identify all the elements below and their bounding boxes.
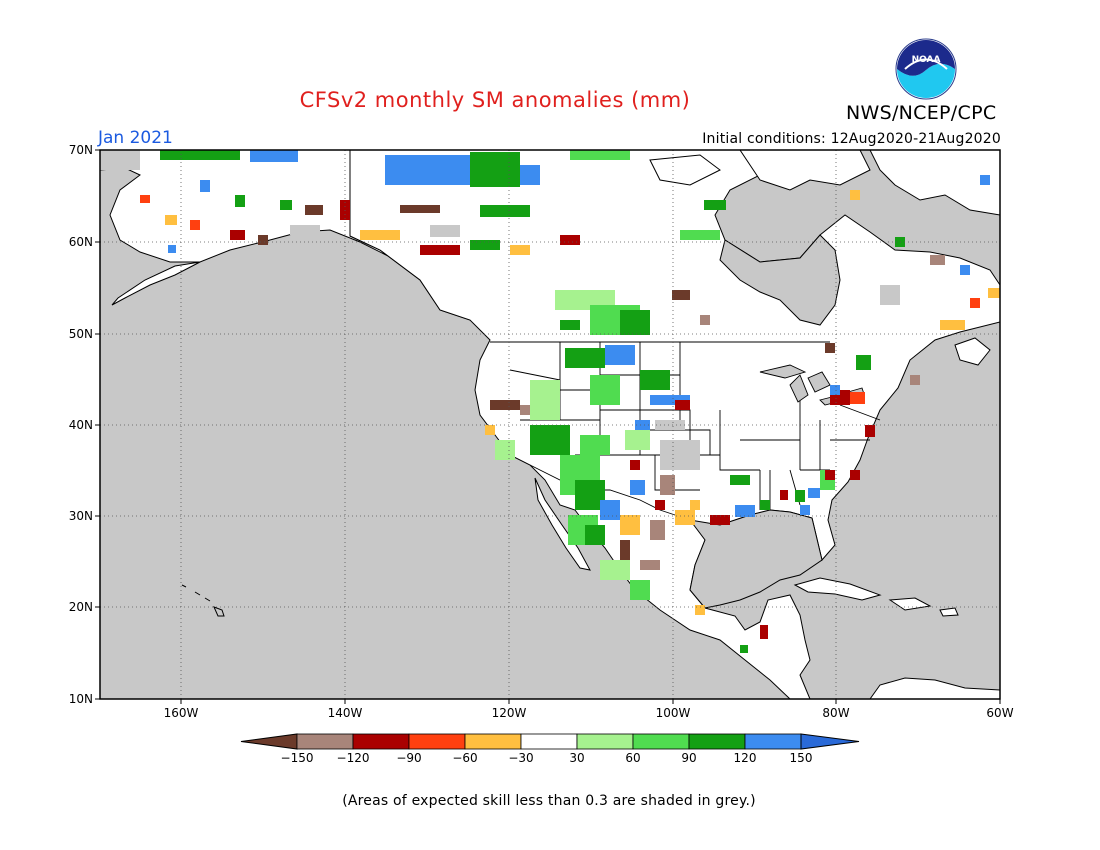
lon-label: 80W — [822, 706, 849, 720]
colorbar-label: 60 — [625, 751, 640, 765]
colorbar-label: −90 — [396, 751, 421, 765]
initial-conditions: Initial conditions: 12Aug2020-21Aug2020 — [702, 131, 1001, 147]
colorbar-swatch — [464, 733, 522, 750]
lat-label: 70N — [69, 143, 93, 157]
lon-label: 60W — [986, 706, 1013, 720]
lon-label: 140W — [328, 706, 363, 720]
colorbar-swatch — [408, 733, 466, 750]
colorbar-swatch — [744, 733, 802, 750]
latitude-labels: 70N 60N 50N 40N 30N 20N 10N — [69, 143, 93, 706]
lat-label: 60N — [69, 235, 93, 249]
colorbar: −150 −120 −90 −60 −30 30 60 90 120 150 — [240, 733, 860, 765]
colorbar-label: 90 — [681, 751, 696, 765]
colorbar-label: 120 — [734, 751, 757, 765]
colorbar-arrow-right — [800, 733, 860, 750]
month-label: Jan 2021 — [98, 128, 173, 148]
colorbar-swatch — [296, 733, 354, 750]
colorbar-label: −30 — [508, 751, 533, 765]
lon-label: 120W — [492, 706, 527, 720]
lat-label: 40N — [69, 418, 93, 432]
org-label: NWS/NCEP/CPC — [846, 102, 997, 124]
colorbar-label: 30 — [569, 751, 584, 765]
colorbar-swatch — [576, 733, 634, 750]
lat-label: 50N — [69, 327, 93, 341]
longitude-labels: 160W 140W 120W 100W 80W 60W — [164, 706, 1014, 720]
logo-text: NOAA — [912, 55, 941, 65]
lat-label: 30N — [69, 509, 93, 523]
colorbar-label: −60 — [452, 751, 477, 765]
footnote: (Areas of expected skill less than 0.3 a… — [342, 793, 756, 809]
colorbar-swatch — [688, 733, 746, 750]
lat-label: 20N — [69, 600, 93, 614]
noaa-logo-icon: NOAA — [895, 38, 957, 100]
chart-title: CFSv2 monthly SM anomalies (mm) — [299, 88, 691, 112]
lon-label: 100W — [656, 706, 691, 720]
colorbar-swatch — [632, 733, 690, 750]
baja-california — [534, 477, 591, 571]
colorbar-label: −150 — [281, 751, 314, 765]
colorbar-label: 150 — [790, 751, 813, 765]
colorbar-swatch — [352, 733, 410, 750]
lon-label: 160W — [164, 706, 199, 720]
colorbar-label: −120 — [337, 751, 370, 765]
cuba — [793, 577, 882, 601]
gulf-of-mexico — [688, 509, 823, 609]
anomaly-cells — [100, 150, 1000, 653]
colorbar-swatch — [520, 733, 578, 750]
colorbar-arrow-left — [240, 733, 298, 750]
lat-label: 10N — [69, 692, 93, 706]
